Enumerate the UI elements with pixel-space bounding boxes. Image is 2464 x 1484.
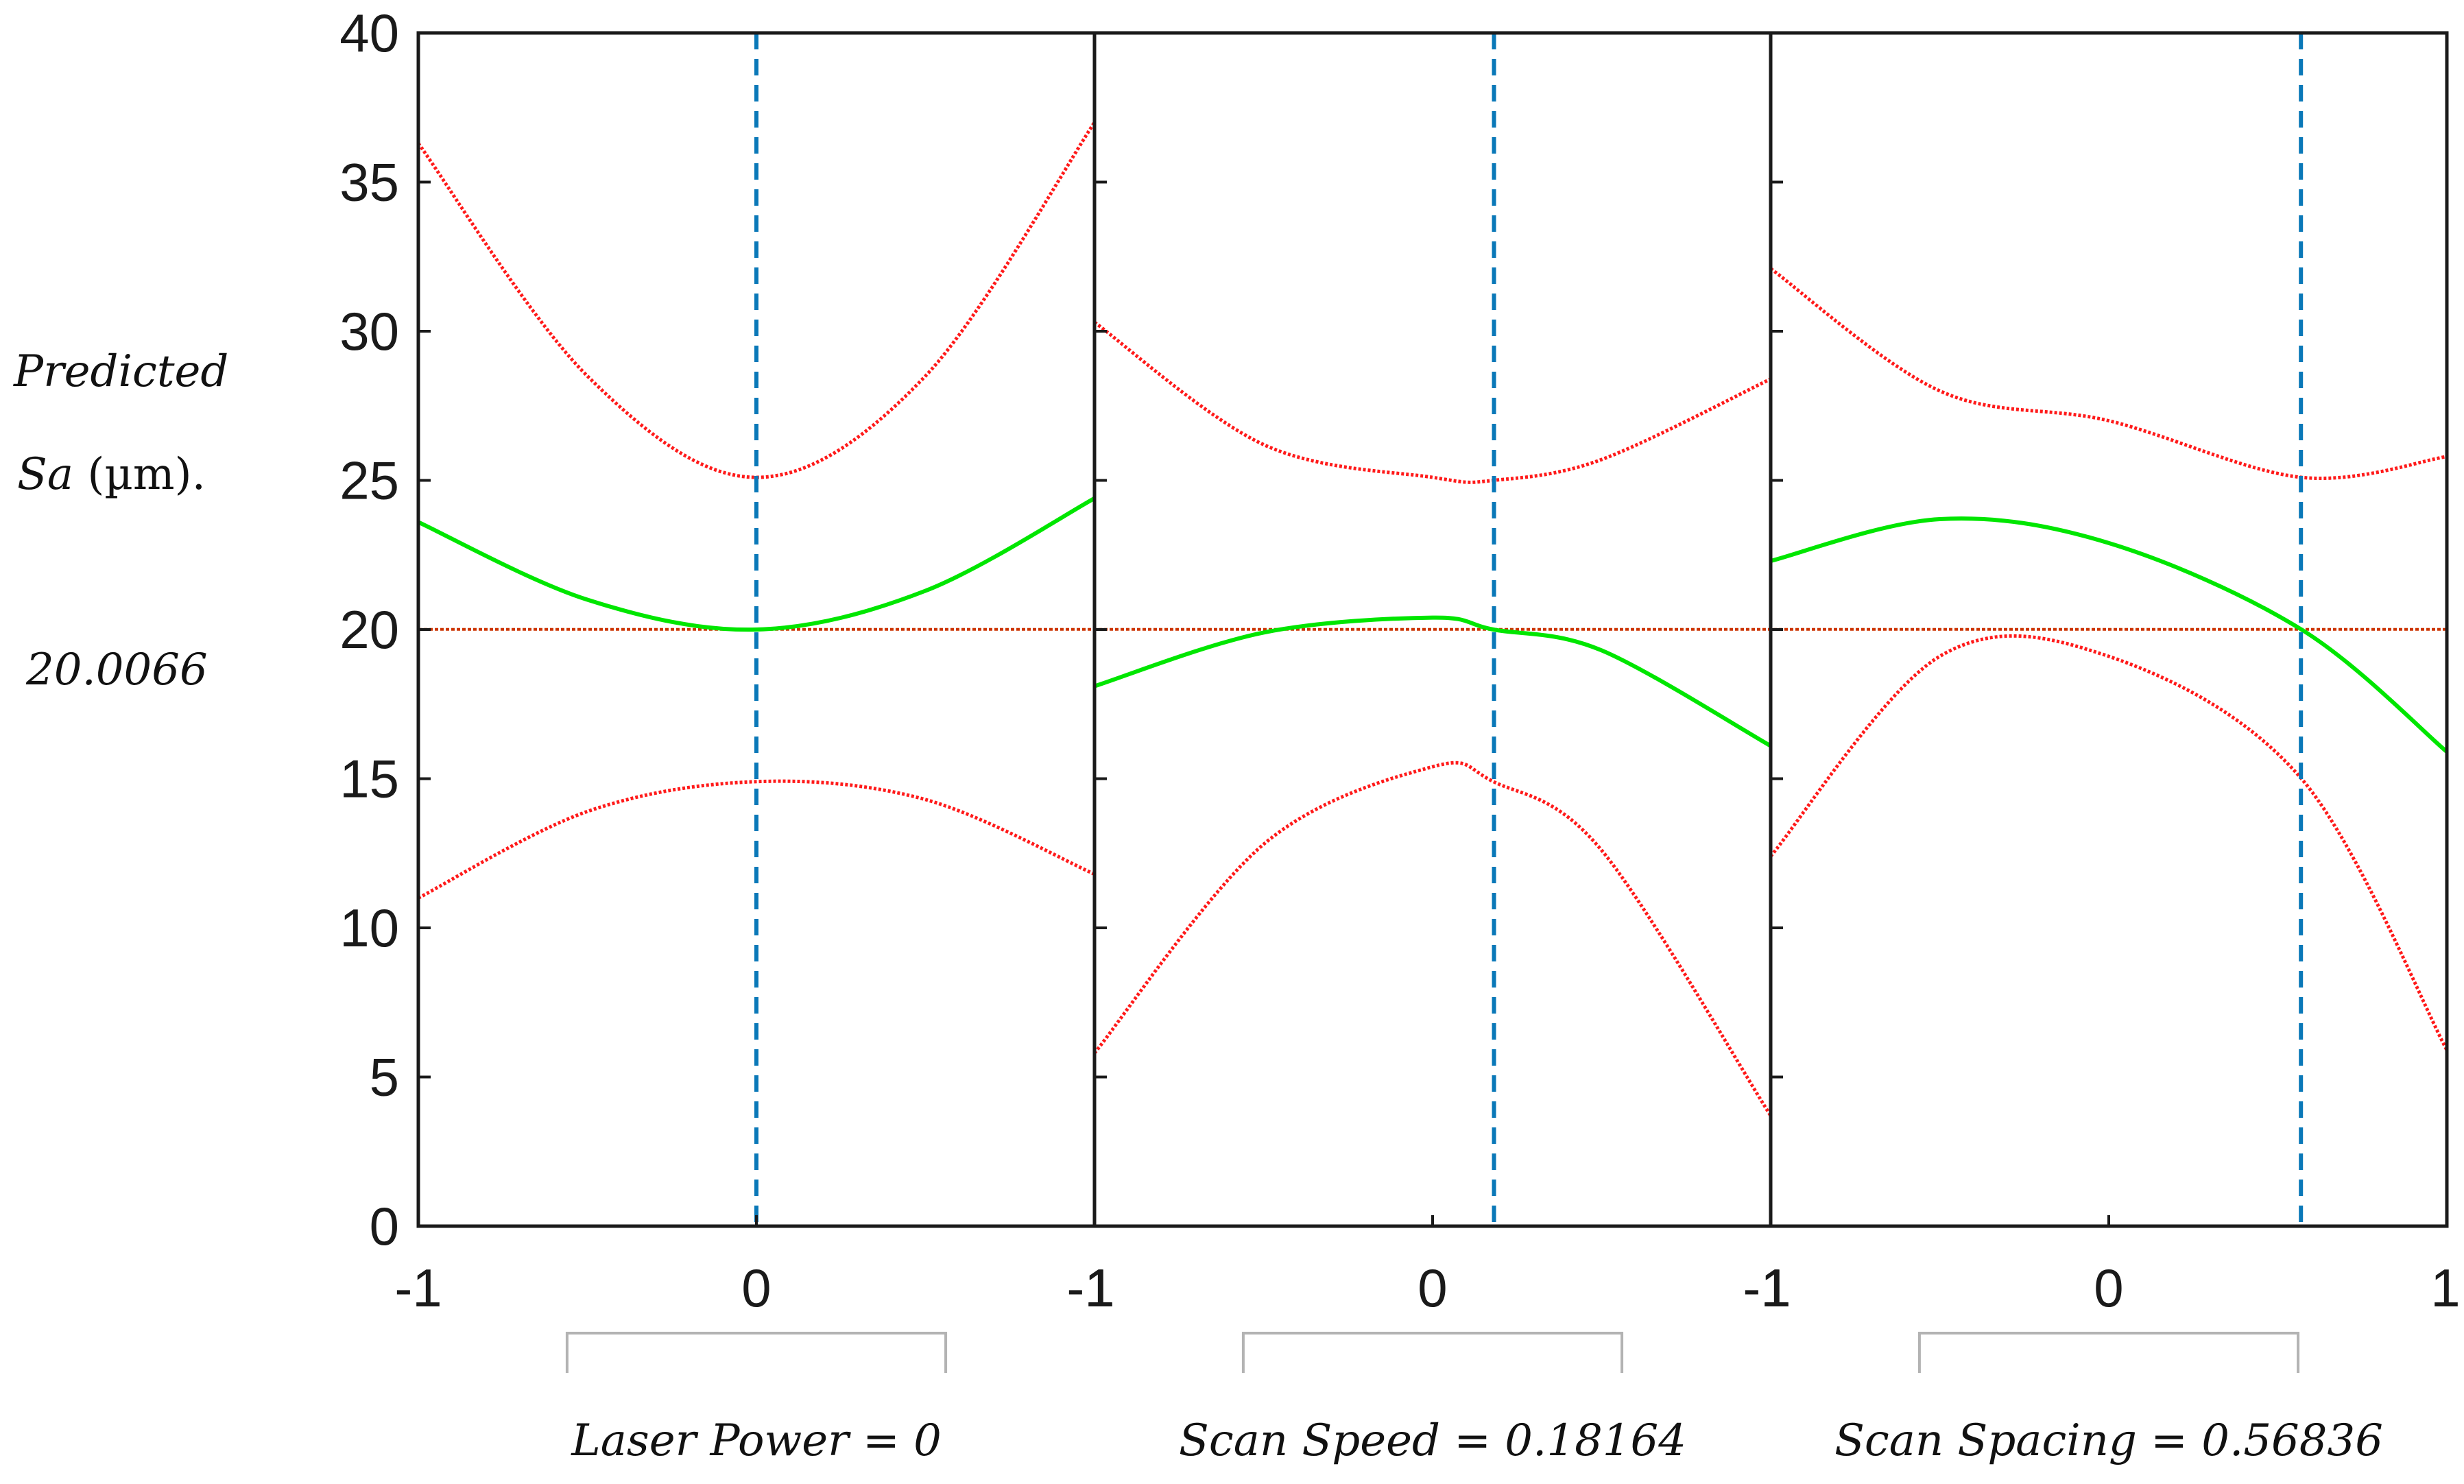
y-tick-label-5: 20 [339, 599, 399, 660]
x-tick-label-3: -1 [1066, 1258, 1114, 1318]
x-tick-label-6: -1 [1743, 1258, 1790, 1318]
prediction-curve-1 [417, 496, 1096, 632]
lower-bound-curve-3 [1769, 634, 2449, 1051]
factor-label-2: Scan Speed = 0.18164 [1179, 1415, 1686, 1466]
y-label-line1: Predicted [14, 346, 229, 397]
y-label-unit: (µm). [87, 449, 206, 500]
y-label-var: Sa [17, 449, 73, 500]
prediction-curve-2 [1094, 615, 1772, 748]
x-tick-label-1: -1 [394, 1258, 442, 1318]
y-tick-label-6: 25 [339, 451, 399, 511]
factor-bracket-3 [1917, 1332, 2300, 1373]
x-tick-label-7: 1 [1761, 1258, 1791, 1318]
upper-bound-curve-2 [1093, 320, 1772, 484]
factor-bracket-2 [1241, 1332, 1624, 1373]
lower-bound-curve-1 [417, 779, 1096, 900]
y-tick-label-2: 5 [370, 1047, 399, 1108]
y-tick-label-1: 0 [370, 1196, 399, 1256]
y-label-line2: Sa (µm). [17, 449, 206, 500]
y-tick-label-7: 30 [339, 301, 399, 361]
x-tick-label-2: 0 [741, 1258, 771, 1318]
upper-bound-curve-3 [1769, 267, 2448, 480]
x-tick-label-8: 0 [2094, 1258, 2123, 1318]
y-tick-label-8: 35 [339, 152, 399, 213]
y-tick-label-3: 10 [339, 898, 399, 958]
y-tick-label-4: 15 [339, 749, 399, 809]
x-tick-label-9: 1 [2430, 1258, 2460, 1318]
y-label-value: 20.0066 [26, 645, 208, 695]
prediction-curve-3 [1770, 516, 2448, 754]
factor-label-3: Scan Spacing = 0.56836 [1834, 1415, 2383, 1466]
x-tick-label-4: 1 [1085, 1258, 1114, 1318]
lower-bound-curve-2 [1093, 761, 1773, 1117]
x-tick-label-5: 0 [1418, 1258, 1447, 1318]
y-tick-label-9: 40 [339, 3, 399, 63]
factor-bracket-1 [565, 1332, 948, 1373]
factor-label-1: Laser Power = 0 [571, 1415, 942, 1466]
